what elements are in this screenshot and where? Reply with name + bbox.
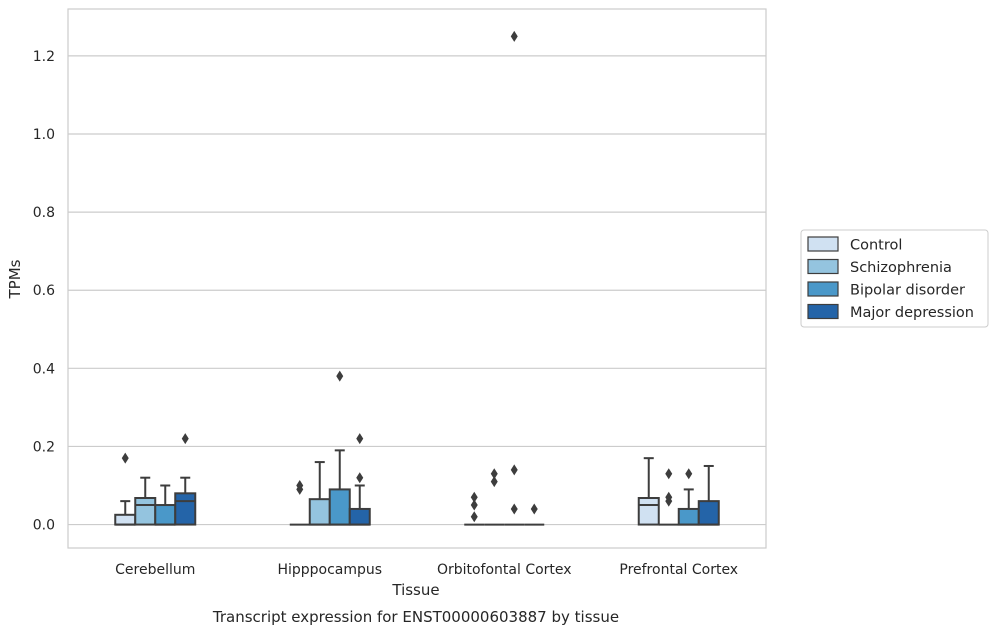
legend-swatch bbox=[807, 303, 839, 320]
box-2-1 bbox=[484, 468, 505, 526]
y-tick-labels: 0.0 0.2 0.4 0.6 0.8 1.0 1.2 bbox=[33, 49, 55, 534]
box-3-2 bbox=[677, 468, 700, 526]
y-tick-label: 0.2 bbox=[33, 439, 55, 455]
outlier-point bbox=[510, 464, 518, 476]
y-tick-label: 1.0 bbox=[33, 127, 55, 143]
box-1-1 bbox=[308, 461, 331, 526]
outlier-point bbox=[530, 503, 538, 515]
outlier-point bbox=[510, 503, 518, 515]
y-axis-title: TPMs bbox=[6, 259, 24, 299]
legend-label: Bipolar disorder bbox=[850, 283, 965, 299]
box-body bbox=[637, 497, 660, 526]
legend: Control Schizophrenia Bipolar disorder Majo… bbox=[800, 229, 989, 328]
legend-swatch bbox=[807, 258, 839, 275]
box-body bbox=[348, 507, 371, 526]
outlier-point bbox=[296, 480, 304, 492]
outlier-point bbox=[685, 468, 693, 480]
box-2-3 bbox=[524, 503, 545, 526]
chart-caption: Transcript expression for ENST0000060388… bbox=[212, 608, 619, 626]
outlier-point bbox=[121, 452, 129, 464]
x-tick-label: Prefrontal Cortex bbox=[619, 562, 738, 578]
outlier-point bbox=[356, 433, 364, 445]
outlier-point bbox=[490, 468, 498, 480]
x-tick-labels: Cerebellum Hipppocampus Orbitofontal Corte… bbox=[115, 562, 738, 578]
legend-swatch bbox=[807, 236, 839, 252]
legend-label: Schizophrenia bbox=[850, 260, 952, 276]
y-tick-label: 0.6 bbox=[33, 283, 55, 299]
box-3-1 bbox=[658, 468, 679, 526]
x-axis-title: Tissue bbox=[391, 581, 439, 599]
box-3-0 bbox=[637, 457, 660, 526]
outlier-point bbox=[665, 491, 673, 503]
y-tick-label: 0.8 bbox=[33, 205, 55, 221]
box-1-3 bbox=[348, 433, 371, 526]
legend-swatch bbox=[807, 281, 839, 297]
outlier-point bbox=[470, 491, 478, 503]
y-tick-label: 1.2 bbox=[33, 49, 55, 65]
outlier-point bbox=[665, 468, 673, 480]
outlier-point bbox=[470, 511, 478, 523]
x-tick-label: Orbitofontal Cortex bbox=[437, 562, 572, 578]
y-tick-label: 0.0 bbox=[33, 518, 55, 534]
grid-lines bbox=[68, 55, 766, 526]
x-tick-label: Cerebellum bbox=[115, 562, 195, 578]
box-body bbox=[154, 504, 177, 526]
outlier-point bbox=[356, 472, 364, 484]
box-body bbox=[134, 497, 157, 526]
outlier-point bbox=[470, 499, 478, 511]
outlier-point bbox=[510, 30, 518, 42]
box-body bbox=[328, 488, 351, 526]
x-tick-label: Hipppocampus bbox=[277, 562, 382, 578]
box-body bbox=[697, 500, 720, 526]
outlier-point bbox=[336, 370, 344, 382]
legend-frame bbox=[800, 229, 989, 328]
box-0-3 bbox=[174, 433, 197, 526]
y-tick-label: 0.4 bbox=[33, 361, 55, 377]
box-1-0 bbox=[289, 480, 310, 526]
box-2-2 bbox=[504, 30, 525, 526]
box-body bbox=[174, 492, 197, 526]
box-body bbox=[308, 498, 331, 526]
outlier-point bbox=[490, 476, 498, 488]
legend-label: Major depression bbox=[850, 305, 974, 321]
box-marks bbox=[114, 30, 720, 526]
legend-label: Control bbox=[850, 238, 902, 254]
outlier-point bbox=[181, 433, 189, 445]
box-body bbox=[677, 507, 700, 526]
box-body bbox=[114, 513, 137, 526]
plot-area bbox=[68, 9, 766, 548]
plot-frame bbox=[67, 8, 767, 549]
box-1-2 bbox=[328, 370, 351, 526]
box-3-3 bbox=[697, 464, 720, 526]
box-2-0 bbox=[464, 491, 485, 526]
